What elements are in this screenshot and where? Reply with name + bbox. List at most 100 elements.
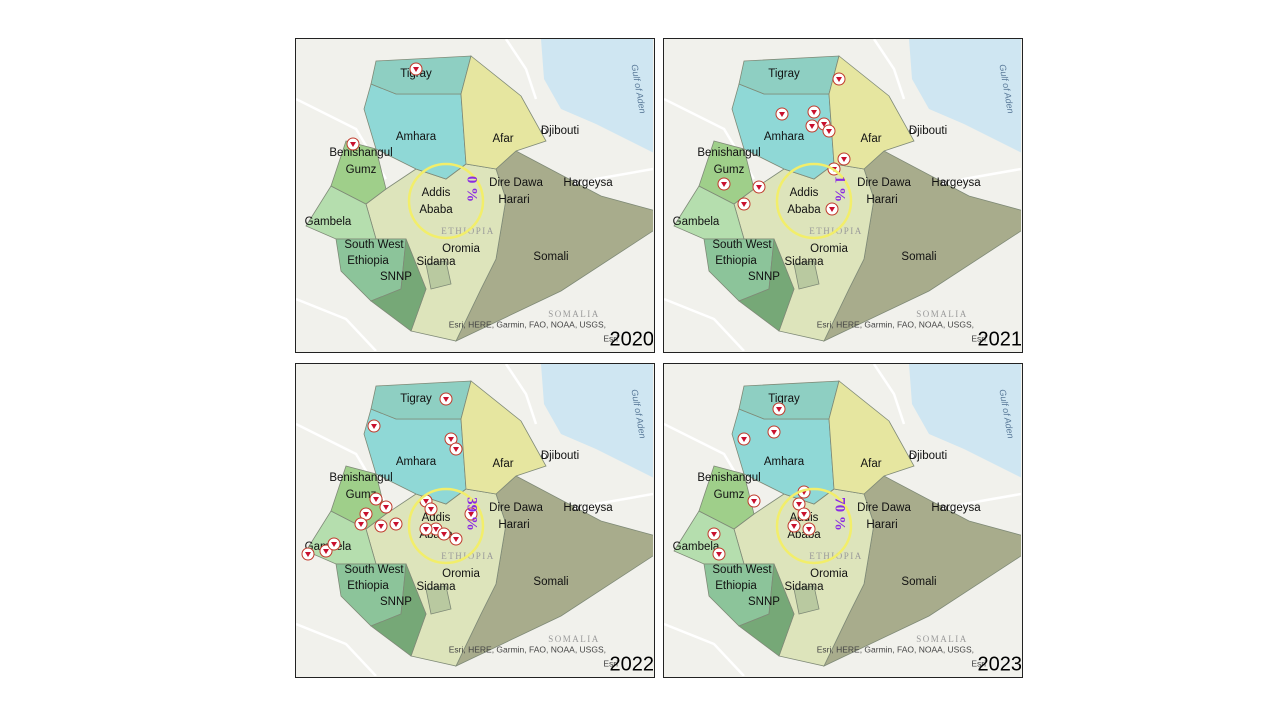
region-sidama [425,260,452,290]
sea [541,39,653,153]
country-label: SOMALIA [916,634,968,644]
marker-pin [383,505,389,510]
region-label: Tigray [400,393,432,405]
year-label: 2020 [610,328,654,350]
region-afar [460,380,547,495]
facility-marker [737,432,751,446]
facility-marker [775,107,789,121]
marker-pin [423,527,429,532]
marker-pin [711,532,717,537]
marker-pin [776,407,782,412]
country-label: SOMALIA [548,309,600,319]
facility-marker [787,519,801,533]
addis-circle [407,162,485,240]
region-label: Amhara [396,456,437,468]
marker-pin [821,122,827,127]
year-label: 2022 [610,653,654,675]
region-tigray [370,380,472,420]
facility-marker [379,500,393,514]
marker-pin [323,549,329,554]
region-label: Gumz [714,489,745,501]
marker-pin [428,507,434,512]
city-dot [941,180,947,186]
marker-pin [358,522,364,527]
region-label: Amhara [396,131,437,143]
facility-marker [419,522,433,536]
region-label: Ethiopia [347,580,389,592]
marker-pin [448,437,454,442]
facility-marker [825,202,839,216]
facility-marker [301,547,315,561]
facility-marker [805,119,819,133]
facility-marker [437,527,451,541]
region-label: Ababa [419,204,453,216]
region-label: Afar [492,133,513,145]
coverage-label: 0 % [464,176,480,202]
attribution: Esri [971,658,986,668]
road [504,364,538,425]
sea [909,39,1021,153]
facility-marker [767,425,781,439]
marker-pin [453,447,459,452]
facility-marker [807,105,821,119]
coverage-label: 39 % [464,497,480,531]
region-label: Djibouti [909,125,947,137]
marker-pin [756,185,762,190]
region-label: Addis [422,187,451,199]
region-label: Somali [533,576,568,588]
facility-marker [772,402,786,416]
road [296,297,377,351]
region-label: Tigray [768,68,800,80]
addis-circle [775,162,853,240]
marker-pin [741,437,747,442]
region-label: Gambela [305,216,352,228]
region-label: SNNP [380,271,412,283]
marker-pin [413,67,419,72]
region-label: Addis [422,512,451,524]
region-label: South West [344,239,404,251]
region-label: Dire Dawa [489,177,543,189]
marker-pin [771,430,777,435]
road [296,622,377,676]
region-afar [828,380,915,495]
region-tigray [738,55,840,95]
facility-marker [369,492,383,506]
year-label: 2021 [978,328,1022,350]
facility-marker [374,519,388,533]
region-label: Hargeysa [931,177,981,189]
region-label: Amhara [764,131,805,143]
attribution: Esri [603,658,618,668]
region-label: Harari [498,519,529,531]
facility-marker [717,177,731,191]
region-label: Djibouti [541,450,579,462]
marker-pin [423,499,429,504]
region-label: Amhara [764,456,805,468]
marker-pin [468,512,474,517]
region-label: Ethiopia [715,580,757,592]
region-label: Ethiopia [715,255,757,267]
sea [541,364,653,478]
region-label: SNNP [380,596,412,608]
region-label: Gumz [346,164,377,176]
facility-marker [797,507,811,521]
region-label: SNNP [748,596,780,608]
marker-pin [443,397,449,402]
facility-marker [832,72,846,86]
attribution: Esri, HERE, Garmin, FAO, NOAA, USGS, [817,319,974,329]
region-label: Benishangul [697,147,760,159]
region-label: Benishangul [329,147,392,159]
region-label: Oromia [442,243,480,255]
facility-marker [354,517,368,531]
region-label: Sidama [785,581,825,593]
region-label: Dire Dawa [857,177,911,189]
marker-pin [811,110,817,115]
facility-marker [409,62,423,76]
region-gambela [305,185,377,240]
